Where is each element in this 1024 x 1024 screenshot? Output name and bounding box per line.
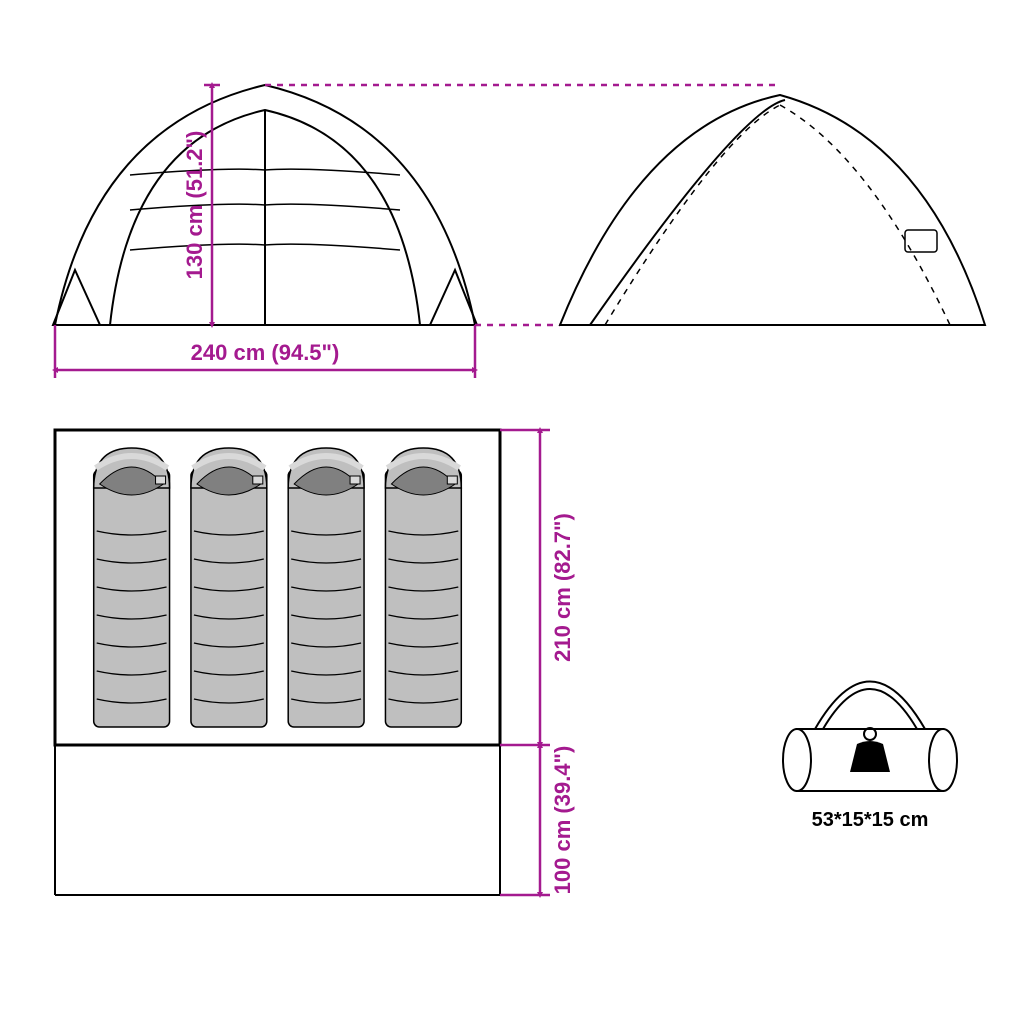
- svg-text:130 cm (51.2"): 130 cm (51.2"): [182, 131, 207, 280]
- svg-text:53*15*15 cm: 53*15*15 cm: [812, 809, 929, 831]
- svg-text:100 cm (39.4"): 100 cm (39.4"): [550, 746, 575, 895]
- tent-dimension-diagram: 130 cm (51.2") 240 cm (94.5") 210 cm (82.7…: [0, 0, 1024, 1024]
- svg-text:210 cm (82.7"): 210 cm (82.7"): [550, 513, 575, 662]
- svg-text:4KG: 4KG: [856, 753, 885, 769]
- svg-text:240 cm (94.5"): 240 cm (94.5"): [191, 340, 340, 365]
